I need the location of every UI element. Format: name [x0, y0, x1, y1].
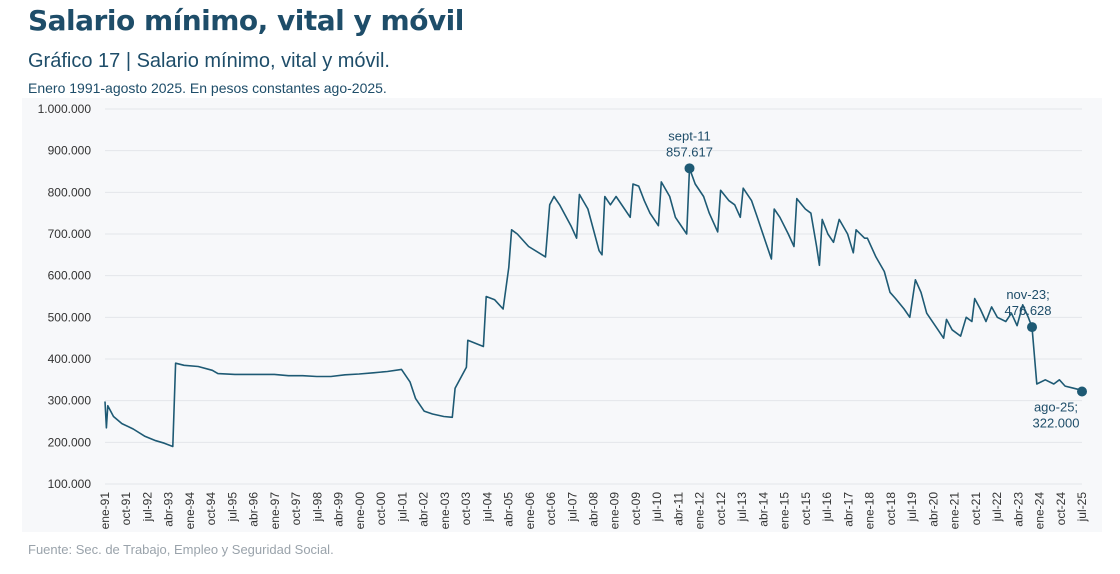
x-tick-label: oct-00	[374, 492, 388, 526]
y-tick-label: 1.000.000	[38, 102, 92, 116]
y-tick-label: 200.000	[48, 435, 92, 449]
x-tick-label: jul-92	[140, 492, 154, 523]
y-tick-label: 500.000	[48, 310, 92, 324]
x-tick-label: jul-04	[480, 492, 494, 523]
y-tick-label: 700.000	[48, 227, 92, 241]
x-tick-label: jul-22	[990, 492, 1004, 523]
x-tick-label: oct-21	[969, 492, 983, 526]
x-tick-label: ene-12	[693, 492, 707, 530]
x-tick-label: abr-23	[1011, 492, 1025, 527]
x-tick-label: jul-95	[225, 492, 239, 523]
x-tick-label: jul-10	[650, 492, 664, 523]
annotation-label: ago-25;	[1034, 400, 1078, 415]
y-axis-ticks: 100.000 200.000 300.000 400.000 500.000 600.0…	[38, 102, 92, 491]
x-tick-label: abr-96	[247, 492, 261, 527]
page-title: Salario mínimo, vital y móvil	[28, 4, 464, 37]
x-tick-label: oct-09	[629, 492, 643, 526]
x-tick-label: oct-94	[204, 492, 218, 526]
annotation-value: 476.628	[1005, 303, 1052, 318]
x-tick-label: oct-97	[289, 492, 303, 526]
x-tick-label: ene-91	[98, 492, 112, 530]
annotation-label: nov-23;	[1006, 287, 1049, 302]
chart-title: Gráfico 17 | Salario mínimo, vital y móv…	[28, 50, 390, 72]
x-tick-label: ene-03	[438, 492, 452, 530]
x-tick-label: abr-08	[587, 492, 601, 527]
x-tick-label: ene-24	[1033, 492, 1047, 530]
x-tick-label: jul-13	[735, 492, 749, 523]
x-tick-label: oct-03	[459, 492, 473, 526]
x-tick-label: ene-15	[778, 492, 792, 530]
x-tick-label: jul-16	[820, 492, 834, 523]
x-tick-label: ene-06	[523, 492, 537, 530]
x-tick-label: jul-01	[395, 492, 409, 523]
x-tick-label: oct-24	[1054, 492, 1068, 526]
x-tick-label: abr-93	[162, 492, 176, 527]
chart-subtitle: Enero 1991-agosto 2025. En pesos constan…	[28, 80, 387, 96]
x-axis-ticks: ene-91 oct-91 jul-92 abr-93 ene-94 oct-94 jul-…	[98, 492, 1089, 530]
annotation-label: sept-11	[668, 128, 710, 143]
x-tick-label: abr-20	[926, 492, 940, 527]
y-tick-label: 800.000	[48, 185, 92, 199]
grid-lines	[105, 108, 1082, 485]
chart-panel: 100.000 200.000 300.000 400.000 500.000 600.0…	[22, 98, 1102, 532]
x-tick-label: abr-99	[332, 492, 346, 527]
annotation-value: 322.000	[1033, 416, 1080, 431]
annotation-marker	[684, 163, 695, 174]
x-tick-label: jul-98	[310, 492, 324, 523]
series-layer	[104, 167, 1083, 448]
x-tick-label: ene-00	[353, 492, 367, 530]
x-tick-label: oct-18	[884, 492, 898, 526]
x-tick-label: abr-17	[841, 492, 855, 527]
y-tick-label: 600.000	[48, 269, 92, 283]
series-line	[104, 167, 1083, 448]
y-tick-label: 300.000	[48, 394, 92, 408]
x-tick-label: abr-14	[756, 492, 770, 527]
x-tick-label: ene-21	[948, 492, 962, 530]
x-tick-label: jul-19	[905, 492, 919, 523]
x-tick-label: jul-07	[565, 492, 579, 523]
x-tick-label: ene-18	[863, 492, 877, 530]
annotation-value: 857.617	[666, 144, 713, 159]
x-tick-label: ene-94	[183, 492, 197, 530]
y-tick-label: 900.000	[48, 144, 92, 158]
y-tick-label: 400.000	[48, 352, 92, 366]
y-tick-label: 100.000	[48, 477, 92, 491]
x-tick-label: abr-11	[671, 492, 685, 526]
x-tick-label: ene-97	[268, 492, 282, 530]
annotation-marker	[1077, 386, 1087, 397]
x-tick-label: ene-09	[608, 492, 622, 530]
source-note: Fuente: Sec. de Trabajo, Empleo y Seguri…	[28, 542, 334, 557]
annotation-marker	[1027, 322, 1038, 333]
x-tick-label: abr-05	[502, 492, 516, 527]
line-chart: 100.000 200.000 300.000 400.000 500.000 600.0…	[38, 102, 1089, 530]
x-tick-label: abr-02	[417, 492, 431, 527]
x-tick-label: oct-12	[714, 492, 728, 526]
x-tick-label: oct-06	[544, 492, 558, 526]
x-tick-label: oct-15	[799, 492, 813, 526]
x-tick-label: oct-91	[119, 492, 133, 526]
x-tick-label: jul-25	[1075, 492, 1089, 523]
